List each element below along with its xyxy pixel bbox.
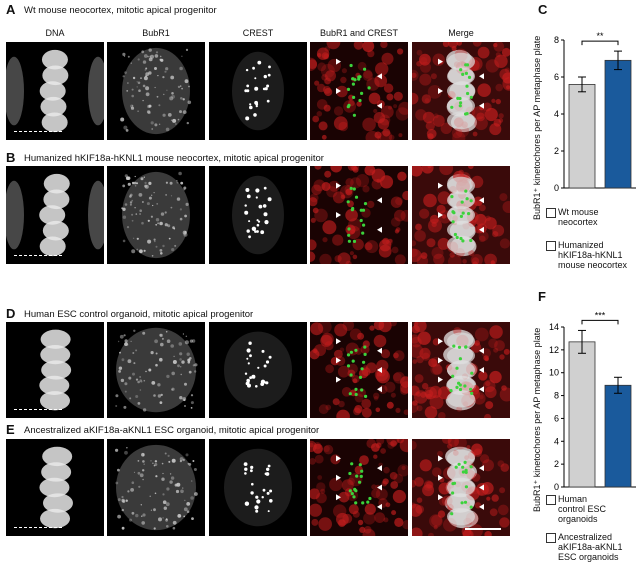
legend-f-a-line1: Ancestralized <box>558 532 613 542</box>
legend-c-h-line1: Humanized <box>558 240 604 250</box>
scale-dash-a <box>14 131 62 132</box>
significance-bracket <box>581 319 619 325</box>
panel-letter-f: F <box>538 289 546 304</box>
legend-f-c-line3: organoids <box>558 514 598 524</box>
micrograph-a-dna <box>6 42 104 140</box>
y-tick-label: 0 <box>554 183 559 193</box>
micrograph-e-bubr1 <box>107 439 205 536</box>
chart-c: BubR1⁺ kinetochores per AP metaphase pla… <box>528 0 636 290</box>
micrograph-d-crest <box>209 322 307 418</box>
micrograph-b-dna <box>6 166 104 264</box>
legend-f-control: Human control ESC organoids <box>558 494 606 524</box>
bar-2 <box>604 59 632 189</box>
column-header-bubr1: BubR1 <box>142 28 170 38</box>
bar-2 <box>604 384 632 488</box>
y-tick-label: 8 <box>554 391 559 401</box>
micrograph-e-merge <box>412 439 510 536</box>
legend-f-c-line1: Human <box>558 494 588 504</box>
y-tick-label: 6 <box>554 413 559 423</box>
y-tick-label: 14 <box>549 322 559 332</box>
legend-f-c-line2: control ESC <box>558 504 607 514</box>
micrograph-d-bubr1-crest <box>310 322 408 418</box>
panel-letter-b: B <box>6 150 16 165</box>
y-tick-label: 6 <box>554 72 559 82</box>
micrograph-a-bubr1-crest <box>310 42 408 140</box>
column-header-merge: Merge <box>448 28 474 38</box>
panel-title-a: Wt mouse neocortex, mitotic apical proge… <box>24 5 217 16</box>
micrograph-d-bubr1 <box>107 322 205 418</box>
column-header-dna: DNA <box>45 28 65 38</box>
micrograph-b-merge <box>412 166 510 264</box>
legend-c-wt-line1: Wt mouse <box>558 207 599 217</box>
legend-c-humanized: Humanized hKIF18a-hKNL1 mouse neocortex <box>558 240 627 270</box>
chart-c-plot: 0 2 4 6 8 ** <box>554 31 636 193</box>
chart-f-plot: 0 2 4 6 8 10 12 14 *** <box>549 310 636 492</box>
panel-letter-d: D <box>6 306 16 321</box>
panel-title-b: Humanized hKIF18a-hKNL1 mouse neocortex,… <box>24 153 324 164</box>
micrograph-a-merge <box>412 42 510 140</box>
scale-dash-e <box>14 527 62 528</box>
y-tick-label: 12 <box>549 345 559 355</box>
micrograph-d-merge <box>412 322 510 418</box>
bar-1 <box>568 341 596 488</box>
significance-bracket <box>581 40 619 46</box>
y-tick-label: 10 <box>549 368 559 378</box>
micrograph-b-bubr1-crest <box>310 166 408 264</box>
micrograph-e-bubr1-crest <box>310 439 408 536</box>
y-tick-label: 4 <box>554 109 559 119</box>
micrograph-b-bubr1 <box>107 166 205 264</box>
panel-title-d: Human ESC control organoid, mitotic apic… <box>24 309 254 320</box>
bar-1 <box>568 84 596 189</box>
chart-f: BubR1⁺ kinetochores per AP metaphase pla… <box>528 287 636 575</box>
significance-label: ** <box>596 31 604 41</box>
micrograph-a-bubr1 <box>107 42 205 140</box>
scale-bar <box>465 528 501 530</box>
panel-letter-e: E <box>6 422 15 437</box>
legend-c-h-line2: hKIF18a-hKNL1 <box>558 250 623 260</box>
y-tick-label: 2 <box>554 459 559 469</box>
legend-f-a-line2: aKIF18a-aKNL1 <box>558 542 623 552</box>
panel-title-e: Ancestralized aKIF18a-aKNL1 ESC organoid… <box>24 425 320 436</box>
y-tick-label: 8 <box>554 35 559 45</box>
micrograph-e-crest <box>209 439 307 536</box>
y-tick-label: 2 <box>554 146 559 156</box>
significance-label: *** <box>595 310 606 320</box>
y-tick-label: 4 <box>554 436 559 446</box>
panel-letter-a: A <box>6 2 16 17</box>
legend-c-wt-line2: neocortex <box>558 217 598 227</box>
legend-swatch-f-control <box>546 495 556 505</box>
micrograph-d-dna <box>6 322 104 418</box>
legend-swatch-c-wt <box>546 208 556 218</box>
legend-f-ancestral: Ancestralized aKIF18a-aKNL1 ESC organoid… <box>558 532 623 562</box>
scale-dash-d <box>14 409 62 410</box>
micrograph-b-crest <box>209 166 307 264</box>
legend-c-wt: Wt mouse neocortex <box>558 207 599 227</box>
micrograph-e-dna <box>6 439 104 536</box>
legend-swatch-f-ancestral <box>546 533 556 543</box>
column-header-crest: CREST <box>242 28 274 38</box>
legend-f-a-line3: ESC organoids <box>558 552 619 562</box>
legend-c-h-line3: mouse neocortex <box>558 260 628 270</box>
y-tick-label: 0 <box>554 482 559 492</box>
column-header-bubr1-crest: BubR1 and CREST <box>319 28 399 38</box>
micrograph-a-crest <box>209 42 307 140</box>
legend-swatch-c-humanized <box>546 241 556 251</box>
panel-letter-c: C <box>538 2 548 17</box>
scale-dash-b <box>14 255 62 256</box>
